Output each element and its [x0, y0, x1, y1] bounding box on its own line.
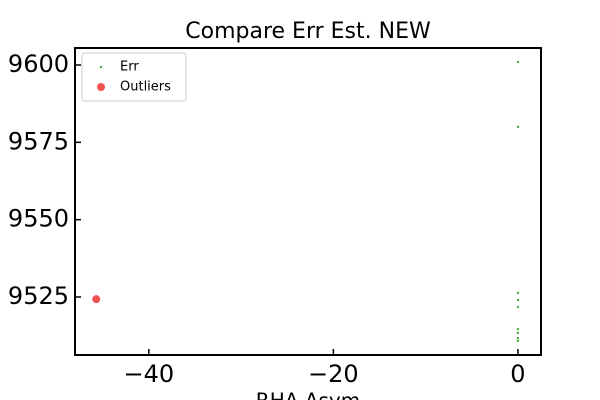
point	[516, 327, 520, 331]
point	[516, 125, 520, 129]
point	[516, 298, 520, 302]
point	[92, 295, 101, 304]
x-tick-label: 0	[510, 360, 525, 388]
point	[516, 60, 520, 64]
y-tick-label: 9525	[8, 282, 69, 310]
plot-frame	[74, 47, 542, 356]
point	[516, 331, 520, 335]
legend-marker	[99, 65, 103, 69]
point	[516, 291, 520, 295]
x-axis-label: RHA Asym	[256, 389, 360, 400]
legend-marker	[97, 83, 105, 91]
point	[516, 339, 520, 343]
x-tick-label: −20	[308, 360, 359, 388]
legend-box	[81, 52, 187, 102]
point	[516, 336, 520, 340]
legend-label: Err	[120, 60, 139, 75]
y-tick-label: 9600	[8, 50, 69, 78]
point	[516, 305, 520, 309]
y-tick-label: 9575	[8, 127, 69, 155]
x-tick-label: −40	[123, 360, 174, 388]
legend-label: Outliers	[120, 80, 171, 95]
chart-title: Compare Err Est. NEW	[185, 19, 431, 44]
y-tick-label: 9550	[8, 205, 69, 233]
